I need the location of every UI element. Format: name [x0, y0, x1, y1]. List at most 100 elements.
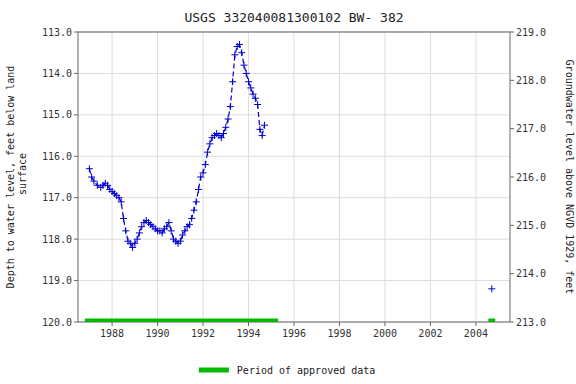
tick-label: 1988: [100, 328, 124, 339]
tick-label: 216.0: [516, 172, 546, 183]
point: [259, 132, 266, 139]
tick-label: 2000: [373, 328, 397, 339]
tick-label: 215.0: [516, 220, 546, 231]
tick: [294, 322, 295, 326]
label-line: Depth to water level, feet below land: [5, 66, 16, 289]
plot-area: [78, 32, 510, 322]
tick: [248, 322, 249, 326]
grid-line: [248, 32, 249, 322]
tick: [74, 32, 78, 33]
point: [256, 126, 263, 133]
point: [252, 95, 259, 102]
point: [120, 215, 127, 222]
tick: [475, 322, 476, 326]
tick: [74, 114, 78, 115]
tick: [510, 128, 514, 129]
tick-label: 213.0: [516, 317, 546, 328]
tick-label: 120.0: [42, 317, 72, 328]
data: [85, 41, 495, 322]
tick: [510, 273, 514, 274]
tick: [74, 280, 78, 281]
tick-label: 1994: [236, 328, 260, 339]
point: [231, 51, 238, 58]
tick-label: 118.0: [42, 234, 72, 245]
label-line: surface: [17, 153, 28, 201]
point: [243, 70, 250, 77]
tick: [510, 32, 514, 33]
grid-line: [384, 32, 385, 322]
tick-label: 214.0: [516, 268, 546, 279]
tick: [74, 73, 78, 74]
grid-line: [339, 32, 340, 322]
tick-label: 116.0: [42, 151, 72, 162]
tick: [510, 177, 514, 178]
tick: [510, 225, 514, 226]
point: [206, 140, 213, 147]
approved-period: [488, 319, 495, 323]
approved-period: [85, 319, 278, 323]
tick-label: 119.0: [42, 275, 72, 286]
grid-line: [157, 32, 158, 322]
point: [86, 165, 93, 172]
point: [261, 122, 268, 129]
tick-label: 2004: [464, 328, 488, 339]
point: [122, 227, 129, 234]
tick-label: 1992: [191, 328, 215, 339]
point: [220, 130, 227, 137]
tick-label: 219.0: [516, 27, 546, 38]
tick-label: 117.0: [42, 192, 72, 203]
tick: [74, 322, 78, 323]
tick-label: 1996: [282, 328, 306, 339]
point: [488, 285, 495, 292]
grid-line: [294, 32, 295, 322]
point: [193, 198, 200, 205]
chart: 198819901992199419961998200020022004113.…: [0, 0, 576, 384]
point: [202, 161, 209, 168]
tick: [112, 322, 113, 326]
tick: [384, 322, 385, 326]
point: [225, 116, 232, 123]
grid-line: [78, 239, 510, 240]
point: [236, 41, 243, 48]
point: [186, 221, 193, 228]
grid-line: [78, 197, 510, 198]
y2-axis-label: Groundwater level above NGVD 1929, feet: [564, 60, 575, 295]
grid: [78, 32, 510, 322]
point: [134, 236, 141, 243]
point: [245, 78, 252, 85]
tick: [510, 322, 514, 323]
point: [240, 62, 247, 69]
grid-line: [78, 156, 510, 157]
point: [254, 101, 261, 108]
point: [227, 103, 234, 110]
tick: [510, 80, 514, 81]
frame: [78, 32, 510, 322]
point: [190, 207, 197, 214]
grid-line: [112, 32, 113, 322]
point: [136, 229, 143, 236]
point: [204, 149, 211, 156]
tick-label: 2002: [418, 328, 442, 339]
point: [177, 238, 184, 245]
grid-line: [78, 73, 510, 74]
point: [90, 178, 97, 185]
legend-swatch: [199, 368, 229, 373]
title: USGS 332040081300102 BW- 382: [184, 10, 403, 25]
line: [89, 44, 264, 247]
axes: 198819901992199419961998200020022004113.…: [42, 27, 546, 340]
point: [222, 124, 229, 131]
point: [238, 49, 245, 56]
legend-label: Period of approved data: [237, 365, 375, 376]
tick-label: 218.0: [516, 75, 546, 86]
tick-label: 1998: [327, 328, 351, 339]
tick-label: 217.0: [516, 123, 546, 134]
point: [200, 169, 207, 176]
point: [247, 84, 254, 91]
point: [118, 198, 125, 205]
point: [229, 78, 236, 85]
tick: [203, 322, 204, 326]
tick: [339, 322, 340, 326]
tick-label: 114.0: [42, 68, 72, 79]
legend: Period of approved data: [199, 365, 375, 376]
point: [188, 215, 195, 222]
